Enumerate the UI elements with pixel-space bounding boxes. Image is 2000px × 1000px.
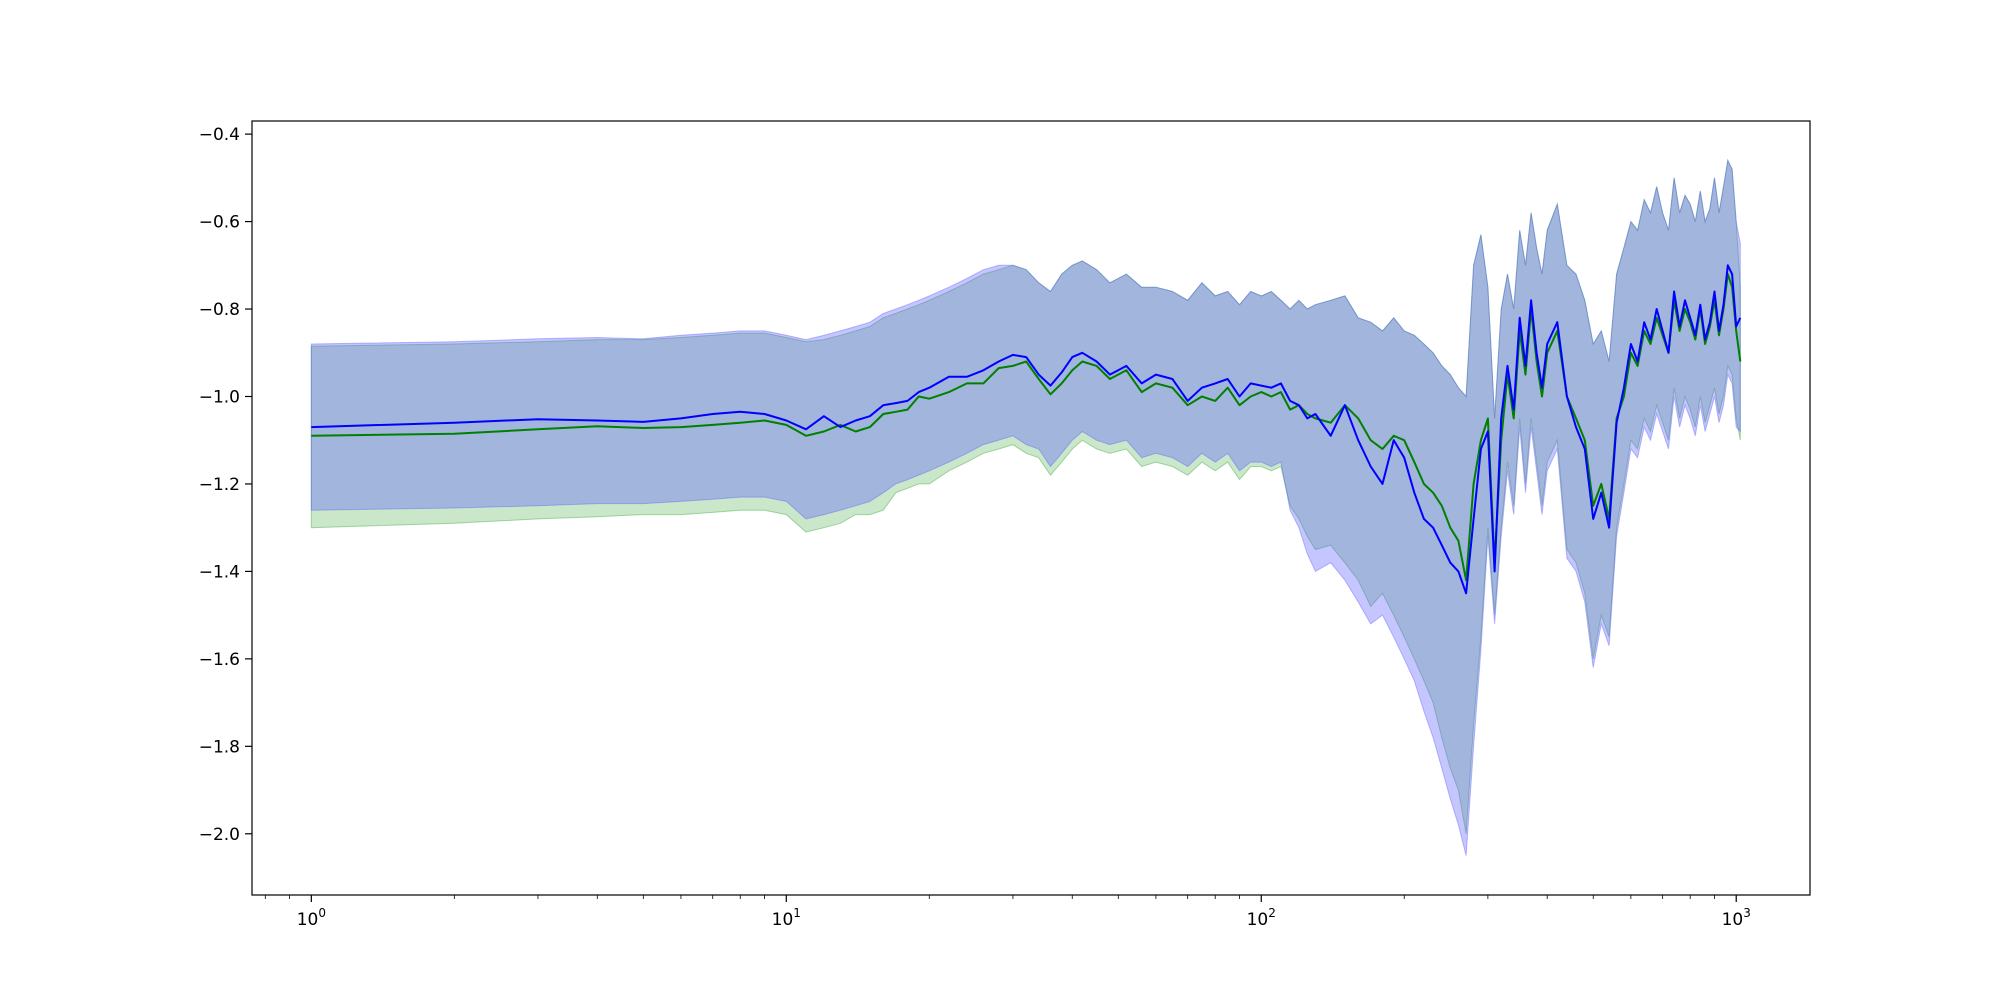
y-tick-label: −0.8 xyxy=(199,300,240,320)
y-tick-label: −0.4 xyxy=(199,125,240,145)
x-tick-label: 100 xyxy=(297,906,326,930)
series-1-band xyxy=(310,158,1741,834)
y-tick-label: −1.6 xyxy=(199,650,240,670)
y-tick-label: −1.0 xyxy=(199,387,240,407)
series-2-band xyxy=(310,158,1741,856)
series-lines xyxy=(311,264,1742,595)
series-2-line xyxy=(311,264,1742,595)
x-tick-label: 103 xyxy=(1722,906,1751,930)
confidence-bands xyxy=(310,158,1741,856)
y-tick-label: −2.0 xyxy=(199,825,240,845)
series-1-line xyxy=(311,273,1742,582)
x-tick-label: 101 xyxy=(772,906,801,930)
y-tick-label: −0.6 xyxy=(199,213,240,233)
y-tick-label: −1.4 xyxy=(199,562,240,582)
y-tick-label: −1.2 xyxy=(199,475,240,495)
plot-frame xyxy=(251,120,1811,896)
y-axis: −0.4 −0.6 −0.8 −1.0 −1.2 −1.4 −1.6 −1.8 −2.0 xyxy=(199,125,252,845)
y-tick-label: −1.8 xyxy=(199,737,240,757)
x-axis: 100 101 102 103 xyxy=(264,895,1751,930)
x-tick-label: 102 xyxy=(1247,906,1276,930)
